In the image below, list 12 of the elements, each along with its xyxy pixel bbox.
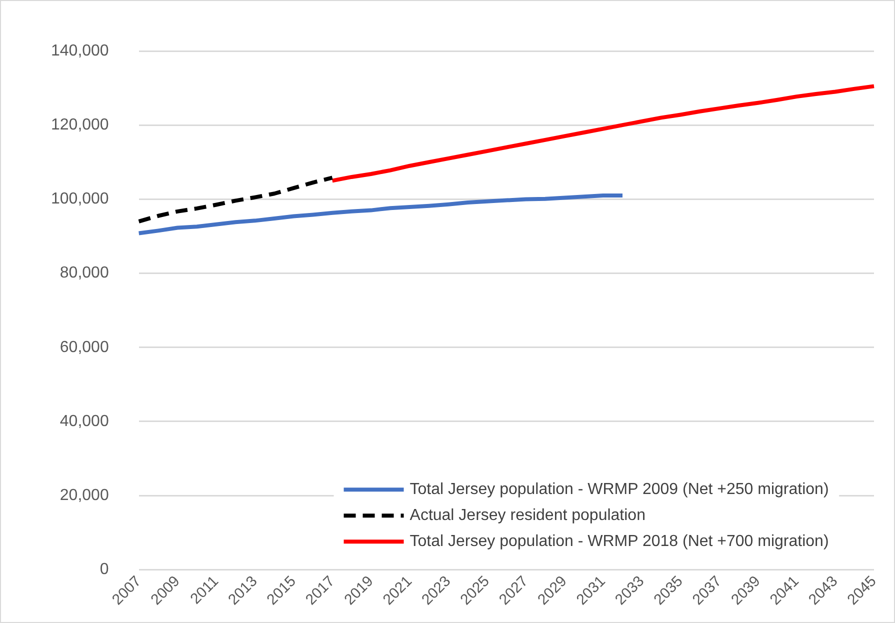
line-series <box>136 176 334 224</box>
y-tick-label: 80,000 <box>60 264 109 282</box>
legend-label: Total Jersey population - WRMP 2018 (Net +700 migration) <box>410 533 829 550</box>
y-tick-label: 40,000 <box>60 412 109 430</box>
y-tick-label: 0 <box>100 561 109 578</box>
y-tick-label: 100,000 <box>50 190 109 208</box>
y-tick-label: 120,000 <box>50 116 109 134</box>
y-tick-label: 140,000 <box>50 42 109 60</box>
legend-label: Actual Jersey resident population <box>410 507 646 524</box>
y-tick-label: 20,000 <box>60 486 109 504</box>
legend-label: Total Jersey population - WRMP 2009 (Net +250 migration) <box>410 481 829 498</box>
y-tick-label: 60,000 <box>60 338 109 356</box>
